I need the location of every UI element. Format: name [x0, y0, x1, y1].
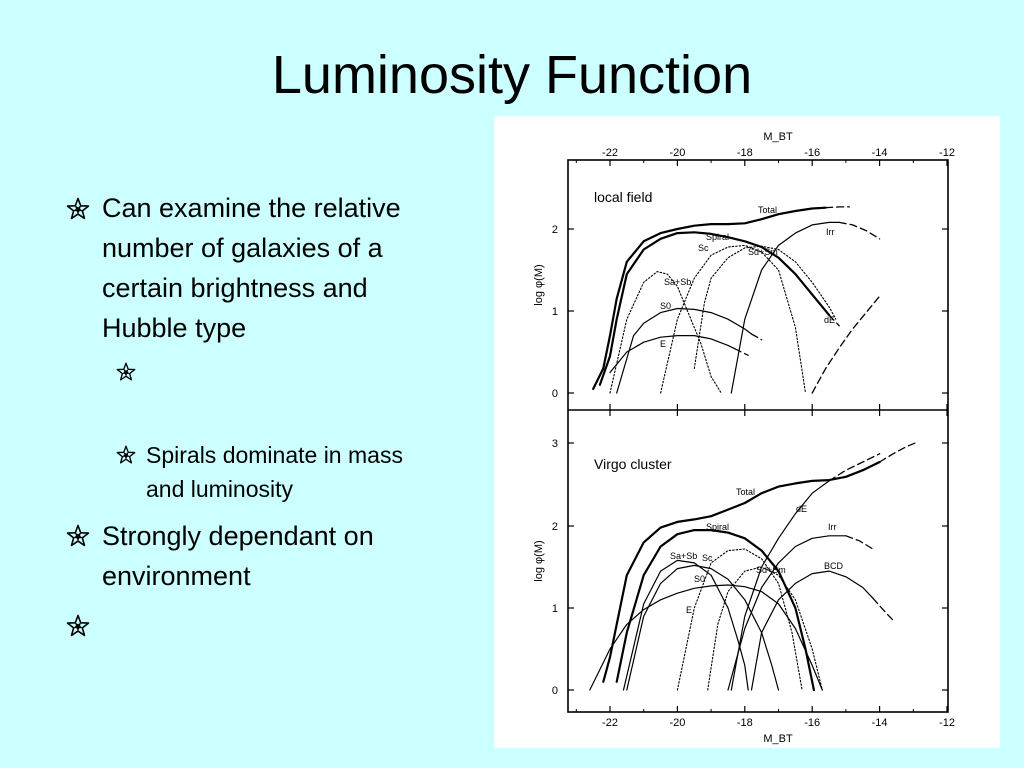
series-line-total — [825, 206, 850, 209]
y-tick-label: 2 — [552, 224, 558, 236]
curve-label-sa-sb: Sa+Sb — [670, 551, 697, 561]
curve-label-sc: Sc — [698, 243, 709, 253]
bullet-text-line: Strongly dependant on — [102, 521, 374, 551]
series-line-bcd — [872, 597, 894, 621]
y-tick-label: 1 — [552, 306, 558, 318]
x-tick-label-bottom: -16 — [804, 717, 820, 729]
curve-label-bcd: BCD — [824, 561, 844, 571]
x-tick-label-top: -20 — [669, 147, 685, 159]
curve-label-s0: S0 — [660, 301, 671, 311]
curve-label-sc: Sc — [702, 553, 713, 563]
star-bullet-icon — [66, 614, 90, 638]
plot-frame — [567, 159, 949, 713]
series-line-spiral — [615, 529, 815, 692]
series-line-sa-sb — [622, 559, 749, 691]
curve-label-sd-sm: Sd+Sm — [748, 247, 778, 257]
bullet-text-line: Hubble type — [102, 313, 247, 343]
x-tick-label-top: -22 — [602, 147, 618, 159]
series-line-irr — [838, 221, 881, 240]
bullet-text-line: environment — [102, 561, 251, 591]
star-bullet-icon — [116, 362, 136, 382]
series-line-sd-sm — [693, 245, 837, 369]
curve-label-s0: S0 — [694, 574, 705, 584]
series-line-e — [589, 584, 823, 691]
panel-curves — [589, 441, 918, 692]
series-line-spiral — [598, 231, 831, 386]
series-line-s0 — [626, 564, 780, 691]
series-line-de — [828, 453, 881, 482]
panel-title: Virgo cluster — [594, 456, 672, 472]
series-line-de — [811, 295, 881, 394]
x-tick-label-bottom: -18 — [737, 717, 753, 729]
y-tick-label: 0 — [552, 685, 558, 697]
y-tick-label: 1 — [552, 603, 558, 615]
series-line-irr — [730, 221, 840, 394]
x-tick-label-bottom: -20 — [669, 717, 685, 729]
series-line-irr — [845, 535, 874, 550]
series-line-bcd — [750, 570, 874, 691]
star-bullet-icon — [66, 524, 90, 548]
x-tick-label-top: -12 — [939, 147, 955, 159]
series-line-total — [878, 441, 918, 463]
panel-curves — [592, 206, 881, 394]
x-tick-label-top: -14 — [872, 147, 888, 159]
bullet-text-line: Spirals dominate in mass — [146, 442, 403, 468]
slide-title: Luminosity Function — [271, 45, 753, 105]
x-axis-label-bottom: M_BT — [763, 733, 793, 745]
x-tick-label-bottom: -12 — [939, 717, 955, 729]
y-tick-label: 2 — [552, 521, 558, 533]
bullet-text-line: Can examine the relative — [102, 193, 401, 223]
series-line-s0 — [750, 333, 763, 341]
series-line-de — [730, 480, 830, 691]
series-line-s0 — [616, 307, 753, 394]
x-axis-label-top: M_BT — [763, 131, 793, 143]
series-line-e — [609, 335, 736, 374]
curve-label-e: E — [686, 605, 692, 615]
series-line-total — [602, 460, 881, 683]
x-tick-label-top: -18 — [737, 147, 753, 159]
panel-title: local field — [594, 189, 652, 205]
curve-label-spiral: Spiral — [706, 522, 729, 532]
curve-label-de: dE — [796, 504, 807, 514]
series-line-e — [734, 348, 749, 356]
bullet-text-line: certain brightness and — [102, 273, 368, 303]
series-line-spiral — [828, 314, 840, 327]
bullet-text-line: and luminosity — [146, 476, 294, 502]
x-tick-label-bottom: -14 — [872, 717, 888, 729]
y-axis-label: log φ(M) — [533, 540, 545, 581]
y-tick-label: 0 — [552, 388, 558, 400]
series-line-sc — [660, 244, 807, 394]
x-tick-label-bottom: -22 — [602, 717, 618, 729]
y-tick-label: 3 — [552, 438, 558, 450]
curve-label-spiral: Spiral — [706, 232, 729, 242]
curve-label-total: Total — [736, 487, 755, 497]
series-line-total — [592, 206, 827, 390]
curve-label-irr: Irr — [826, 227, 835, 237]
y-axis-label: log φ(M) — [533, 264, 545, 305]
star-bullet-icon — [66, 197, 90, 221]
luminosity-function-figure: -22 -22 -20 -20 -18 -18 -16 -16 -14 -14 -12 -12 M_BT… — [494, 116, 1000, 748]
curve-label-sd-sm: Sd+Sm — [756, 565, 786, 575]
curve-label-de: dE — [824, 315, 835, 325]
luminosity-function-chart: -22 -22 -20 -20 -18 -18 -16 -16 -14 -14 -12 -12 M_BT… — [533, 131, 955, 745]
star-bullet-icon — [116, 445, 136, 465]
series-line-sa-sb — [609, 271, 722, 394]
bullet-text-line: number of galaxies of a — [102, 233, 383, 263]
curve-label-total: Total — [758, 205, 777, 215]
curve-label-e: E — [660, 339, 666, 349]
series-line-irr — [727, 535, 847, 691]
curve-label-irr: Irr — [828, 522, 837, 532]
x-tick-label-top: -16 — [804, 147, 820, 159]
curve-label-sa-sb: Sa+Sb — [664, 277, 691, 287]
